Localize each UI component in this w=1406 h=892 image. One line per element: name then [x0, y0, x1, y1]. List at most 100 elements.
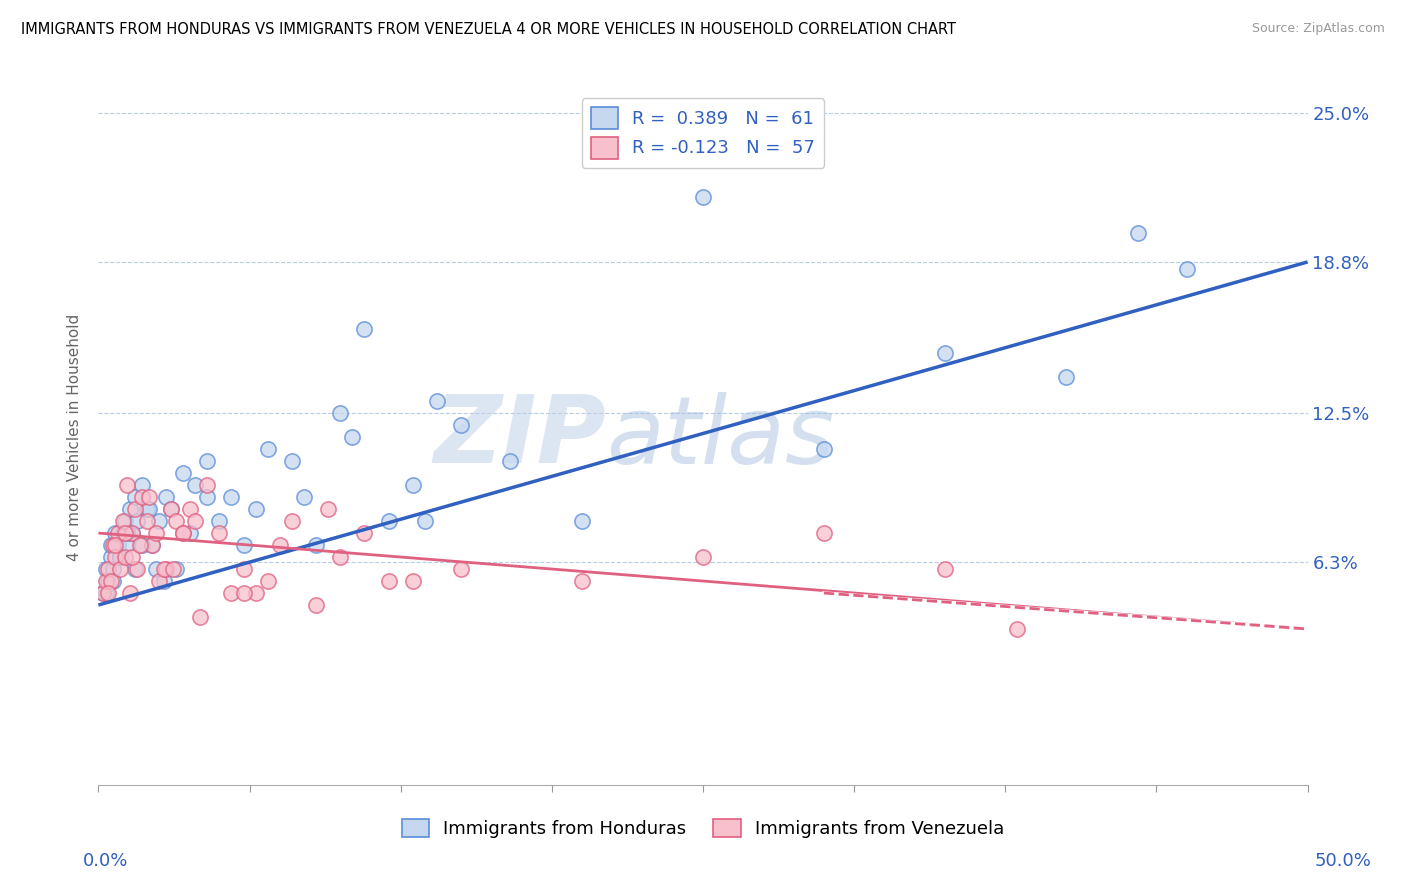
Point: [145, 562, 167, 576]
Y-axis label: 4 or more Vehicles in Household: 4 or more Vehicles in Household: [67, 313, 83, 561]
Point: [111, 514, 134, 528]
Point: [184, 478, 207, 492]
Point: [305, 538, 328, 552]
Point: [934, 562, 956, 576]
Point: [141, 538, 163, 552]
Point: [172, 526, 194, 541]
Legend: Immigrants from Honduras, Immigrants from Venezuela: Immigrants from Honduras, Immigrants fro…: [395, 812, 1011, 846]
Point: [152, 574, 174, 588]
Point: [101, 538, 124, 552]
Point: [107, 538, 129, 552]
Point: [1128, 226, 1150, 240]
Point: [124, 502, 146, 516]
Point: [692, 190, 714, 204]
Point: [127, 562, 149, 576]
Point: [329, 549, 352, 564]
Point: [91, 586, 114, 600]
Point: [135, 502, 157, 516]
Point: [155, 490, 177, 504]
Point: [165, 562, 187, 576]
Point: [160, 502, 183, 516]
Point: [94, 574, 117, 588]
Point: [172, 466, 194, 480]
Point: [245, 586, 267, 600]
Point: [121, 526, 143, 541]
Point: [108, 562, 131, 576]
Point: [117, 478, 139, 492]
Point: [292, 490, 315, 504]
Point: [188, 610, 211, 624]
Point: [108, 549, 131, 564]
Point: [141, 538, 163, 552]
Point: [195, 454, 218, 468]
Point: [138, 502, 160, 516]
Point: [195, 478, 218, 492]
Point: [1175, 262, 1198, 277]
Point: [101, 574, 124, 588]
Point: [152, 562, 174, 576]
Point: [813, 442, 835, 456]
Point: [135, 514, 157, 528]
Point: [195, 490, 218, 504]
Point: [221, 586, 243, 600]
Point: [91, 586, 114, 600]
Point: [571, 574, 593, 588]
Point: [121, 549, 143, 564]
Point: [118, 586, 141, 600]
Point: [221, 490, 243, 504]
Point: [329, 406, 352, 420]
Point: [111, 526, 134, 541]
Text: Source: ZipAtlas.com: Source: ZipAtlas.com: [1251, 22, 1385, 36]
Point: [128, 538, 150, 552]
Point: [353, 322, 375, 336]
Point: [165, 514, 187, 528]
Point: [184, 514, 207, 528]
Point: [160, 502, 183, 516]
Point: [138, 490, 160, 504]
Point: [208, 514, 231, 528]
Point: [100, 574, 122, 588]
Text: 0.0%: 0.0%: [83, 852, 128, 870]
Point: [94, 586, 117, 600]
Point: [316, 502, 339, 516]
Point: [692, 549, 714, 564]
Point: [353, 526, 375, 541]
Point: [1054, 370, 1077, 384]
Text: IMMIGRANTS FROM HONDURAS VS IMMIGRANTS FROM VENEZUELA 4 OR MORE VEHICLES IN HOUS: IMMIGRANTS FROM HONDURAS VS IMMIGRANTS F…: [21, 22, 956, 37]
Text: 50.0%: 50.0%: [1315, 852, 1371, 870]
Point: [118, 502, 141, 516]
Point: [1007, 622, 1029, 636]
Point: [281, 454, 304, 468]
Point: [97, 586, 120, 600]
Point: [155, 562, 177, 576]
Point: [305, 598, 328, 612]
Point: [402, 478, 425, 492]
Point: [148, 574, 170, 588]
Point: [813, 526, 835, 541]
Point: [172, 526, 194, 541]
Point: [131, 490, 153, 504]
Point: [97, 562, 120, 576]
Point: [377, 514, 399, 528]
Point: [179, 526, 201, 541]
Point: [232, 538, 254, 552]
Point: [934, 346, 956, 360]
Point: [342, 430, 364, 444]
Point: [108, 549, 131, 564]
Point: [114, 514, 136, 528]
Point: [131, 478, 153, 492]
Point: [208, 526, 231, 541]
Point: [256, 574, 278, 588]
Point: [232, 586, 254, 600]
Point: [114, 526, 136, 541]
Point: [256, 442, 278, 456]
Point: [94, 562, 117, 576]
Point: [413, 514, 436, 528]
Point: [104, 526, 127, 541]
Point: [402, 574, 425, 588]
Point: [104, 549, 127, 564]
Point: [377, 574, 399, 588]
Point: [127, 514, 149, 528]
Point: [100, 538, 122, 552]
Point: [281, 514, 304, 528]
